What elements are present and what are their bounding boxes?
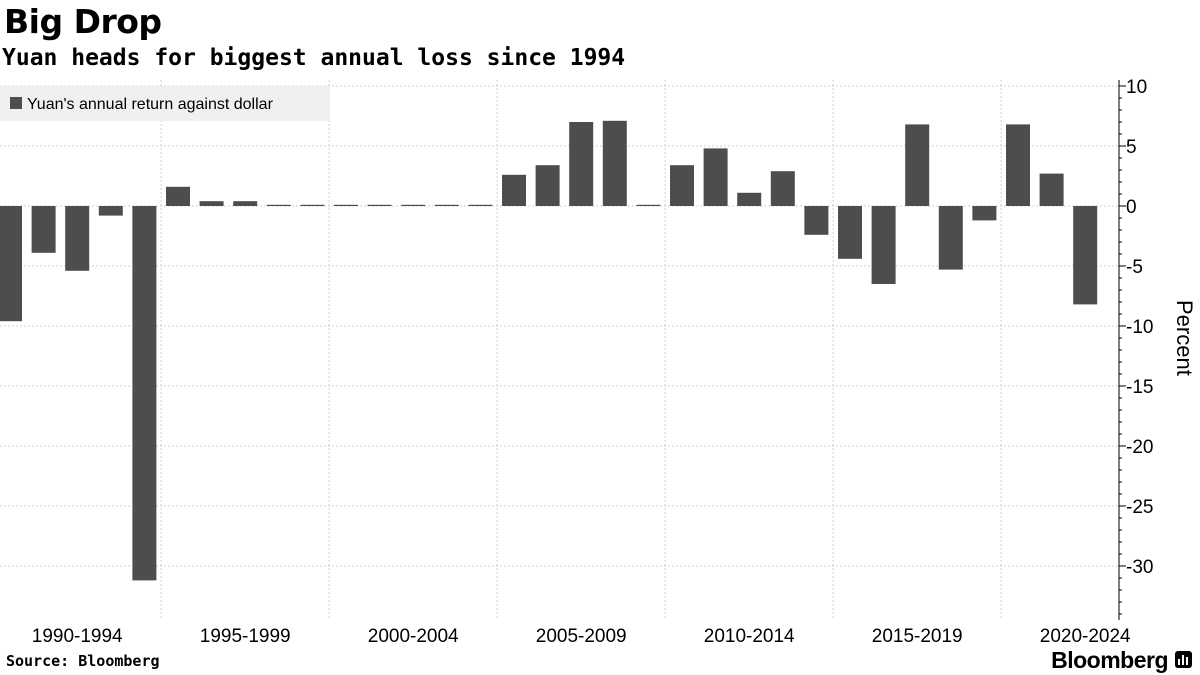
grid-layer [0,80,1118,620]
x-period-label: 2005-2009 [536,626,627,647]
bar-2015 [838,206,862,259]
bar-2013 [770,171,795,206]
bar-2020 [1006,124,1030,206]
bar-2006 [535,165,560,206]
bar-2012 [737,192,762,206]
bar-2018 [938,206,963,270]
bar-2008 [602,120,627,206]
legend-box [0,86,330,121]
x-period-label: 2000-2004 [368,626,459,647]
chart-title: Big Drop [4,2,162,41]
bar-2002 [401,204,426,206]
y-tick-label: -20 [1126,437,1153,458]
x-period-label: 1995-1999 [200,626,291,647]
bar-1996 [199,201,224,206]
y-axis: 10 5 0 -5 -10 -15 -20 -25 -30 [1118,77,1153,620]
y-tick-label: -25 [1126,497,1153,518]
y-tick-label: 10 [1126,77,1147,98]
bar-1998 [266,204,291,206]
bar-2003 [434,204,459,206]
chart-subtitle: Yuan heads for biggest annual loss since… [2,45,626,71]
bar-layer [0,120,1098,581]
y-tick-label: -30 [1126,557,1153,578]
bar-2016 [871,206,896,284]
bar-1997 [233,201,258,206]
bar-2021 [1039,173,1064,206]
y-tick-label: 0 [1126,197,1137,218]
bar-2009 [636,204,661,206]
bar-1995 [166,186,190,206]
y-tick-label: 5 [1126,137,1137,158]
bar-1992 [65,206,90,271]
bar-1999 [300,204,325,206]
y-tick-label: -10 [1126,317,1153,338]
legend-label: Yuan's annual return against dollar [27,96,274,113]
bar-2022 [1073,206,1098,305]
bar-2011 [703,148,728,206]
bar-2005 [502,174,526,206]
y-tick-label: -15 [1126,377,1153,398]
bloomberg-bars-icon [1175,651,1192,668]
bar-2000 [334,204,358,206]
x-period-label: 2020-2024 [1040,626,1131,647]
x-period-label: 2010-2014 [704,626,795,647]
bar-2019 [972,206,997,221]
bar-1990 [0,206,22,322]
bar-2010 [670,165,694,206]
x-axis-labels: 1990-1994 1995-1999 2000-2004 2005-2009 2010… [32,626,1131,647]
bar-2007 [569,122,594,206]
bar-2014 [804,206,829,235]
bar-2001 [367,204,392,206]
bar-1993 [98,206,123,216]
x-period-label: 2015-2019 [872,626,963,647]
bar-2004 [468,204,493,206]
legend-swatch [10,97,22,109]
bar-1991 [31,206,56,253]
bar-1994 [132,206,157,581]
x-period-label: 1990-1994 [32,626,123,647]
source-note: Source: Bloomberg [6,652,160,670]
y-axis-title: Percent [1172,300,1197,376]
brand-logo: Bloomberg [1051,647,1168,673]
y-tick-label: -5 [1126,257,1143,278]
bar-2017 [905,124,930,206]
